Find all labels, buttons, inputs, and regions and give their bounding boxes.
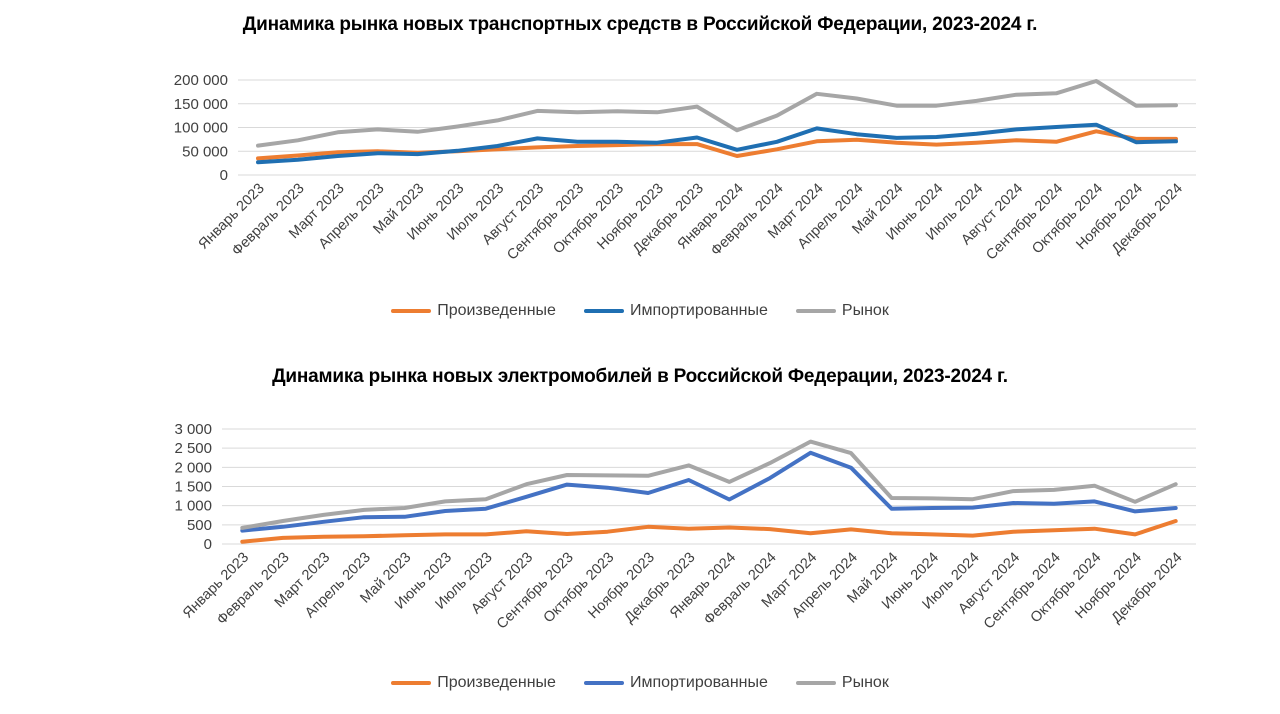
y-tick-label: 500 (187, 517, 212, 534)
y-tick-label: 100 000 (174, 120, 228, 137)
chart-title: Динамика рынка новых транспортных средст… (242, 14, 1038, 35)
y-tick-label: 1 500 (174, 479, 212, 496)
x-tick-label: Декабрь 2024 (1109, 550, 1186, 627)
series-line (240, 450, 1178, 533)
legend-swatch-imported (583, 681, 624, 685)
legend-label-market: Рынок (841, 674, 889, 691)
x-tick-label: Октябрь 2023 (550, 181, 627, 258)
series-line (256, 79, 1178, 148)
y-tick-label: 1 000 (174, 498, 212, 515)
y-tick-label: 3 000 (174, 421, 212, 438)
chart-title: Динамика рынка новых электромобилей в Ро… (272, 366, 1008, 387)
series-line (256, 122, 1178, 165)
x-tick-label: Декабрь 2024 (1109, 181, 1186, 258)
y-tick-label: 200 000 (174, 72, 228, 89)
legend-item-produced: Произведенные (391, 302, 556, 320)
legend-label-imported: Импортированные (629, 674, 768, 691)
chart-vehicles: Динамика рынка новых транспортных средст… (0, 0, 1280, 340)
x-tick-label: Декабрь 2023 (630, 181, 707, 258)
chart-legend: Произведенные Импортированные Рынок (0, 302, 1280, 320)
legend-item-market: Рынок (795, 674, 889, 692)
series-line (240, 519, 1178, 544)
y-tick-label: 0 (220, 167, 228, 184)
legend-swatch-produced (391, 309, 432, 313)
series-line (240, 439, 1178, 530)
y-tick-label: 0 (204, 536, 212, 553)
y-tick-label: 2 500 (174, 440, 212, 457)
y-tick-label: 2 000 (174, 459, 212, 476)
legend-swatch-produced (391, 681, 432, 685)
legend-label-produced: Произведенные (437, 302, 556, 319)
legend-item-market: Рынок (795, 302, 889, 320)
legend-swatch-market (795, 309, 836, 313)
x-tick-label: Февраль 2023 (214, 550, 293, 629)
legend-item-imported: Импортированные (583, 674, 768, 692)
x-tick-label: Декабрь 2023 (622, 550, 699, 627)
legend-label-market: Рынок (841, 302, 889, 319)
y-tick-label: 50 000 (182, 143, 228, 160)
chart-electric-vehicles: Динамика рынка новых электромобилей в Ро… (0, 356, 1280, 714)
legend-swatch-imported (583, 309, 624, 313)
legend-swatch-market (795, 681, 836, 685)
legend-item-imported: Импортированные (583, 302, 768, 320)
y-tick-label: 150 000 (174, 96, 228, 113)
x-tick-label: Октябрь 2024 (1029, 181, 1106, 258)
chart-legend: Произведенные Импортированные Рынок (0, 674, 1280, 692)
x-tick-label: Февраль 2024 (701, 550, 780, 629)
legend-label-produced: Произведенные (437, 674, 556, 691)
x-tick-label: Октябрь 2023 (541, 550, 618, 627)
legend-item-produced: Произведенные (391, 674, 556, 692)
x-tick-label: Октябрь 2024 (1028, 550, 1105, 627)
legend-label-imported: Импортированные (629, 302, 768, 319)
